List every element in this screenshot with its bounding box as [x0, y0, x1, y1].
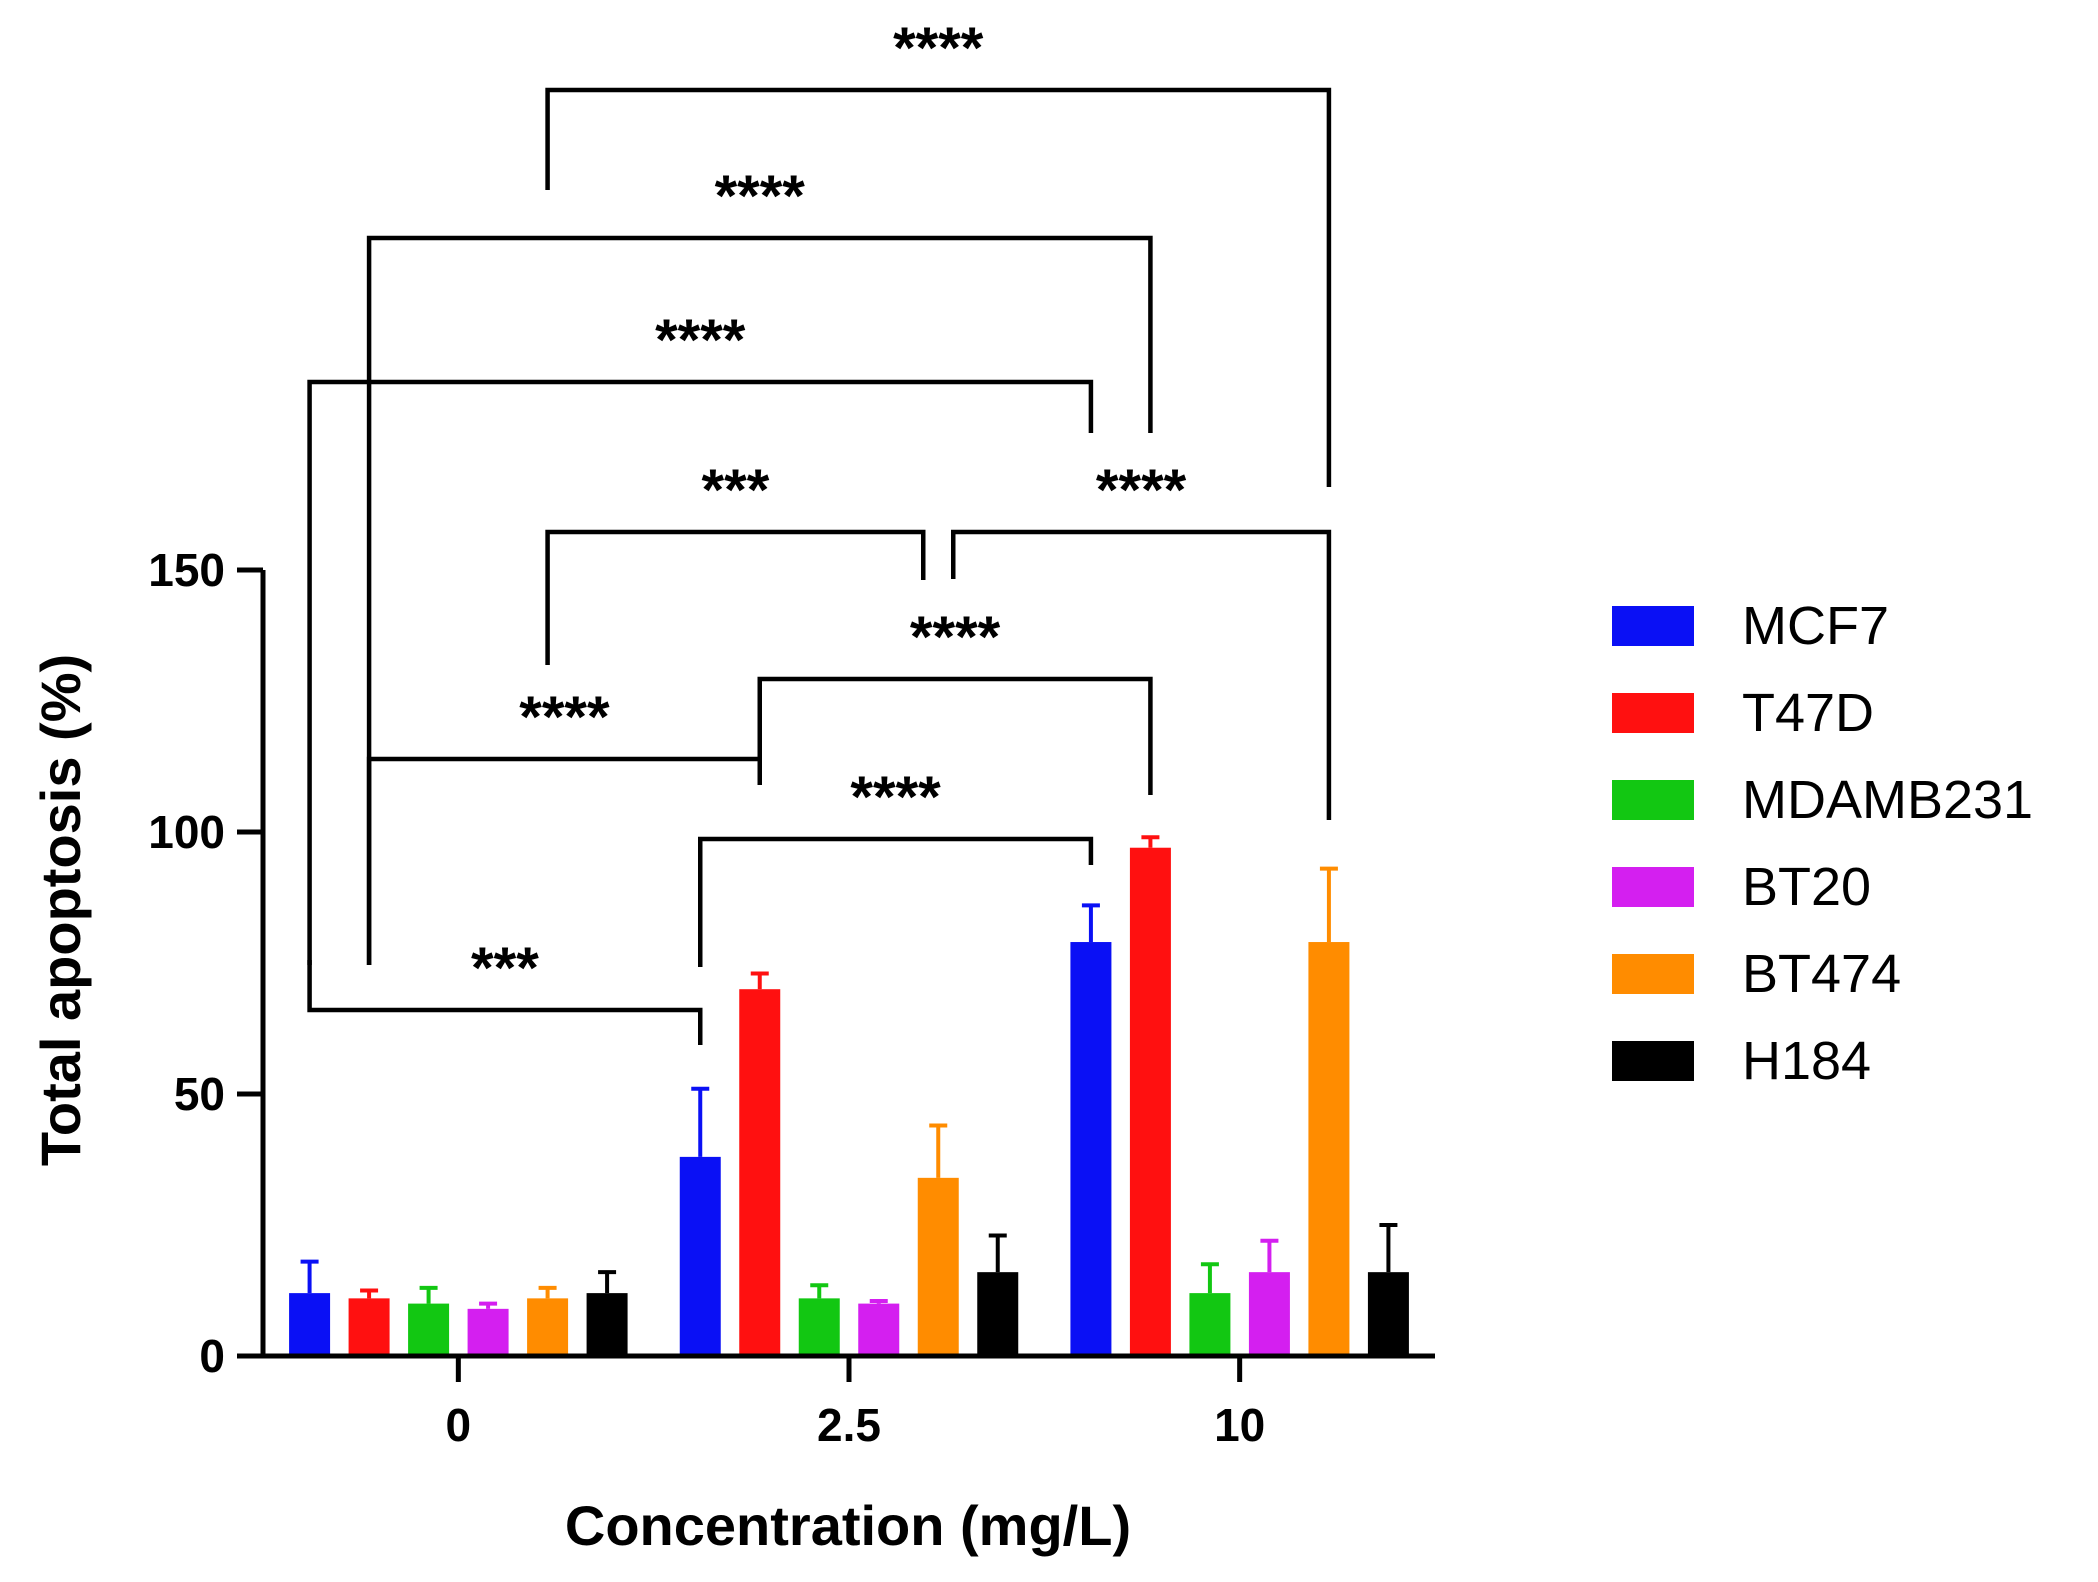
x-tick-label: 10: [1214, 1399, 1265, 1451]
bar-MCF7-2.5: [679, 1156, 721, 1356]
significance-label: ****: [519, 685, 610, 750]
bar-H184-2.5: [977, 1272, 1019, 1356]
bar-MDAMB231-0: [408, 1303, 450, 1356]
bar-T47D-0: [348, 1298, 390, 1356]
bar-MDAMB231-10: [1189, 1293, 1231, 1356]
y-tick-label: 0: [199, 1330, 225, 1382]
significance-bracket: [545, 87, 1332, 487]
legend-label-MDAMB231: MDAMB231: [1742, 770, 2033, 830]
legend-swatch-MDAMB231: [1612, 780, 1694, 820]
significance-label: ****: [715, 164, 806, 229]
axes-layer: 0 50 100 150 0 2.5 10: [148, 544, 1435, 1451]
legend-swatch-BT20: [1612, 867, 1694, 907]
y-tick-label: 100: [148, 806, 225, 858]
significance-bracket: [757, 676, 1153, 795]
significance-label: ****: [850, 765, 941, 830]
significance-label: ****: [655, 308, 746, 373]
significance-label: ***: [471, 936, 539, 1001]
bar-BT20-0: [467, 1308, 509, 1356]
significance-label: ****: [910, 605, 1001, 670]
bar-H184-10: [1367, 1272, 1409, 1356]
legend-label-H184: H184: [1742, 1031, 1871, 1091]
significance-bracket: [545, 529, 926, 665]
legend-label-T47D: T47D: [1742, 683, 1874, 743]
bar-H184-0: [586, 1293, 628, 1356]
bar-BT474-10: [1308, 942, 1350, 1356]
bar-BT474-2.5: [917, 1177, 959, 1356]
bar-BT474-0: [527, 1298, 569, 1356]
bar-BT20-2.5: [858, 1303, 900, 1356]
bar-T47D-10: [1129, 847, 1171, 1356]
y-axis-title: Total apoptosis (%): [29, 654, 92, 1166]
bar-MDAMB231-2.5: [798, 1298, 840, 1356]
legend: MCF7 T47D MDAMB231 BT20 BT474 H184: [1612, 596, 2033, 1091]
y-tick-label: 50: [174, 1068, 225, 1120]
legend-label-BT20: BT20: [1742, 857, 1871, 917]
legend-label-MCF7: MCF7: [1742, 596, 1889, 656]
bar-MCF7-0: [289, 1293, 331, 1356]
bar-MCF7-10: [1070, 942, 1112, 1356]
significance-bracket: [366, 235, 1153, 965]
bars-layer: [289, 835, 1409, 1356]
significance-bracket: [698, 836, 1094, 967]
x-tick-label: 0: [446, 1399, 472, 1451]
y-tick-label: 150: [148, 544, 225, 596]
legend-swatch-H184: [1612, 1041, 1694, 1081]
bar-BT20-10: [1248, 1272, 1290, 1356]
significance-bracket: [951, 529, 1332, 820]
x-axis-title: Concentration (mg/L): [565, 1494, 1131, 1557]
legend-label-BT474: BT474: [1742, 944, 1901, 1004]
significance-label: ****: [1096, 458, 1187, 523]
legend-swatch-BT474: [1612, 954, 1694, 994]
significance-brackets: ****************** ****************: [307, 16, 1332, 1045]
legend-swatch-MCF7: [1612, 606, 1694, 646]
x-tick-label: 2.5: [817, 1399, 881, 1451]
significance-label: ****: [893, 16, 984, 81]
legend-swatch-T47D: [1612, 693, 1694, 733]
significance-bracket: [307, 379, 1094, 965]
bar-T47D-2.5: [739, 989, 781, 1356]
significance-label: ***: [702, 458, 770, 523]
significance-bracket: [307, 960, 703, 1045]
